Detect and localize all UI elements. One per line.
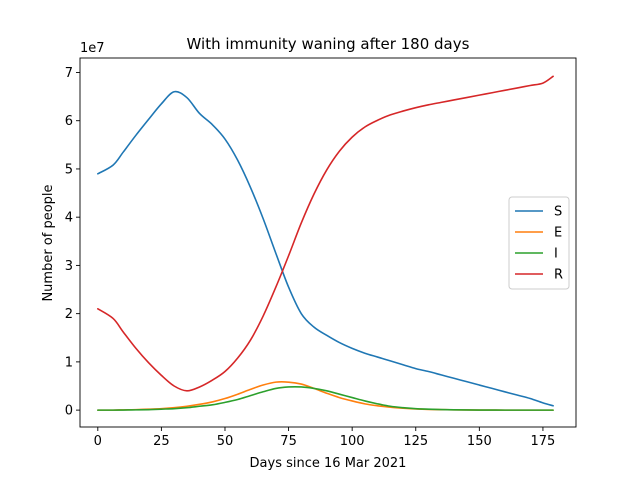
y-tick-label: 6: [65, 114, 73, 129]
x-tick-label: 100: [340, 434, 365, 449]
x-tick-label: 175: [531, 434, 556, 449]
y-axis-label: Number of people: [41, 184, 56, 301]
x-tick-label: 25: [153, 434, 170, 449]
y-tick-label: 7: [65, 66, 73, 81]
y-tick-label: 4: [65, 211, 73, 226]
chart-title: With immunity waning after 180 days: [187, 35, 470, 53]
y-tick-label: 0: [65, 404, 73, 419]
y-tick-label: 2: [65, 307, 73, 322]
x-tick-label: 50: [217, 434, 234, 449]
series-line-r: [97, 75, 554, 392]
y-tick-label: 1: [65, 355, 73, 370]
plot-frame: [79, 57, 577, 428]
axes: 0 25 50 75 100 125 150 175 0 1 2 3 4 5 6 7: [65, 57, 577, 449]
x-tick-label: 75: [280, 434, 297, 449]
plot-area: [97, 75, 554, 411]
x-tick-label: 150: [467, 434, 492, 449]
legend-label-s: S: [554, 205, 562, 220]
x-tick-label: 0: [94, 434, 102, 449]
x-axis-label: Days since 16 Mar 2021: [250, 456, 407, 471]
series-line-i: [97, 385, 554, 411]
y-tick-label: 3: [65, 259, 73, 274]
x-tick-label: 125: [403, 434, 428, 449]
y-tick-label: 5: [65, 162, 73, 177]
legend-box: [508, 196, 570, 290]
legend-label-r: R: [554, 268, 563, 283]
y-axis-multiplier: 1e7: [80, 41, 105, 56]
legend-label-i: I: [554, 247, 558, 262]
legend-label-e: E: [554, 226, 562, 241]
series-line-s: [97, 90, 554, 407]
